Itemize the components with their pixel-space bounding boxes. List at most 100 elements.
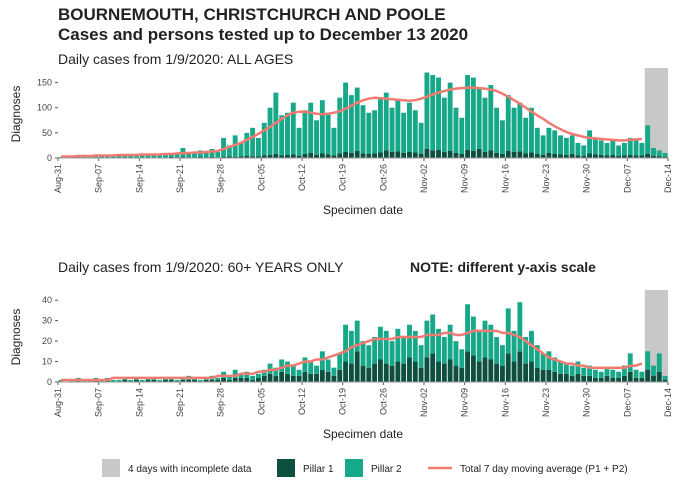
bar (476, 330, 482, 362)
bar (418, 153, 424, 158)
bar (290, 365, 296, 376)
legend-label: Pillar 1 (303, 464, 334, 475)
bar (372, 337, 378, 364)
bar (651, 155, 656, 158)
bar (465, 304, 471, 352)
bar (407, 151, 412, 158)
bar (558, 361, 563, 374)
bar (598, 371, 604, 378)
bar (337, 97, 343, 154)
bar (499, 345, 505, 366)
bar (639, 371, 645, 378)
bar (546, 152, 552, 158)
chart-note: NOTE: different y-axis scale (410, 259, 596, 275)
x-tick-label: Sep-21 (175, 388, 185, 417)
bar (226, 375, 232, 380)
bar (192, 379, 197, 382)
bar (540, 154, 546, 158)
bar (273, 375, 279, 382)
bar (633, 369, 639, 378)
bar (412, 330, 418, 362)
bar (488, 85, 494, 151)
bar (174, 153, 180, 158)
bar (314, 120, 319, 155)
bar (441, 337, 447, 364)
bar (343, 324, 349, 362)
bar (546, 351, 552, 370)
bar (494, 107, 500, 153)
y-tick-label: 0 (47, 377, 52, 387)
bar (163, 153, 168, 158)
bar (203, 152, 209, 158)
bar (221, 137, 227, 157)
bar (436, 77, 441, 150)
bar (250, 156, 256, 158)
bar (215, 377, 221, 380)
bar (592, 137, 598, 155)
bar (331, 367, 337, 376)
x-tick-label: Dec-14 (663, 164, 673, 193)
bar (627, 154, 633, 158)
bar (238, 142, 244, 157)
bar (581, 367, 587, 376)
bar (395, 328, 401, 362)
bar (285, 361, 290, 374)
bar (366, 112, 372, 154)
incomplete-shade (644, 290, 668, 382)
bar (575, 142, 581, 156)
bar (255, 373, 261, 378)
bar (296, 369, 302, 376)
bar (238, 377, 244, 382)
bar (325, 112, 331, 155)
bar (285, 112, 290, 155)
bar (587, 365, 593, 376)
bar (517, 302, 523, 352)
bar (447, 359, 453, 382)
bar (145, 379, 151, 382)
bar (244, 377, 250, 382)
bar (465, 351, 471, 382)
bar (366, 367, 372, 382)
bar (453, 341, 459, 366)
bar (627, 137, 633, 155)
bar (552, 371, 558, 382)
bar (430, 353, 436, 382)
chart-title: Daily cases from 1/9/2020: ALL AGES (58, 51, 293, 67)
bar (197, 156, 203, 158)
page-subtitle: Cases and persons tested up to December … (58, 25, 468, 44)
bar (401, 363, 407, 382)
bar (511, 107, 517, 152)
bar (656, 353, 662, 372)
x-tick-label: Sep-07 (94, 388, 104, 417)
moving-average-line (60, 329, 643, 382)
bar (308, 373, 314, 382)
bar (354, 150, 360, 158)
bar (244, 132, 250, 156)
bar (418, 345, 424, 368)
y-tick-label: 0 (47, 153, 52, 163)
bar (255, 156, 261, 158)
bar (627, 353, 633, 372)
bar (244, 155, 250, 158)
bar (395, 151, 401, 158)
bar (488, 150, 494, 158)
bar (517, 151, 523, 158)
bar (377, 359, 383, 382)
bar (511, 330, 517, 362)
bar (238, 156, 244, 158)
bar (157, 154, 163, 158)
bar (209, 156, 215, 158)
bar (639, 377, 645, 382)
bar (377, 326, 383, 360)
bar (412, 110, 418, 153)
bar (139, 154, 145, 158)
y-tick-label: 10 (42, 357, 52, 367)
bar (459, 349, 465, 368)
bar (354, 351, 360, 382)
bar (470, 316, 476, 356)
bar (128, 379, 134, 382)
bar (180, 379, 186, 382)
bar (482, 320, 488, 358)
bar (441, 363, 447, 382)
bar (552, 153, 558, 158)
